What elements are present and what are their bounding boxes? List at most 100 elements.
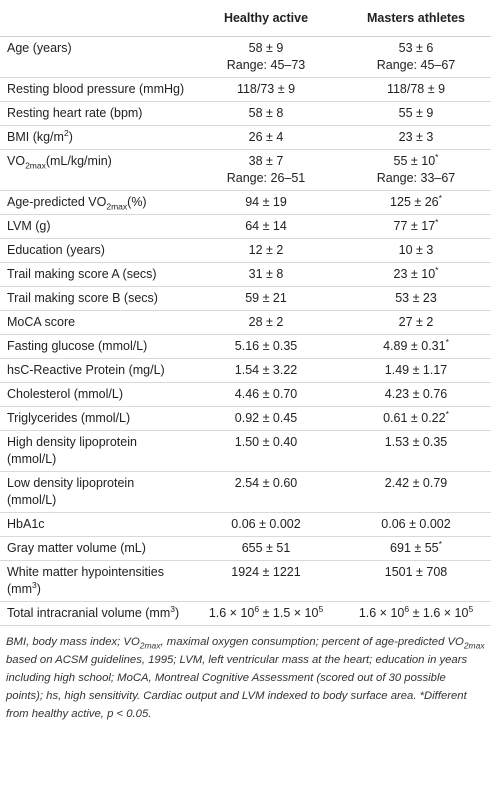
superscript: 5 [468, 603, 474, 614]
value-cell: 4.23 ± 0.76 [341, 382, 491, 407]
superscript: 6 [404, 603, 410, 614]
row-label: Resting heart rate (bpm) [0, 101, 191, 126]
row-label: LVM (g) [0, 214, 191, 239]
superscript: * [445, 336, 449, 347]
value-cell: 1.54 ± 3.22 [191, 358, 341, 383]
value-cell: 0.61 ± 0.22* [341, 406, 491, 431]
table-row: Cholesterol (mmol/L) 4.46 ± 0.70 4.23 ± 0.… [0, 382, 491, 407]
text-run: 1.54 ± 3.22 [234, 363, 298, 377]
cell-line: 1.49 ± 1.17 [347, 362, 485, 379]
text-run: 1.6 × 10 [358, 606, 405, 620]
text-run: 1924 ± 1221 [231, 565, 301, 579]
text-run: 1501 ± 708 [384, 565, 448, 579]
cell-line: 58 ± 9 [197, 40, 335, 57]
text-run: 1.6 × 10 [208, 606, 255, 620]
cell-line: 53 ± 6 [347, 40, 485, 57]
text-run: , maximal oxygen consumption; percent of… [160, 636, 464, 648]
table-row: Age (years) 58 ± 9 Range: 45–73 53 ± 6 Range… [0, 36, 491, 78]
cell-line: 28 ± 2 [197, 314, 335, 331]
text-run: 53 ± 23 [395, 291, 437, 305]
text-run: (mL/kg/min) [45, 154, 112, 168]
text-run: Fasting glucose (mmol/L) [7, 339, 148, 353]
text-run: 23 ± 3 [398, 130, 434, 144]
cell-line: 64 ± 14 [197, 218, 335, 235]
row-label: Trail making score B (secs) [0, 286, 191, 311]
value-cell: 0.06 ± 0.002 [191, 512, 341, 537]
value-cell: 1.6 × 106 ± 1.5 × 105 [191, 601, 341, 626]
row-label: High density lipoprotein (mmol/L) [0, 430, 191, 472]
text-run: ± 1.6 × 10 [409, 606, 469, 620]
cell-line: 1.50 ± 0.40 [197, 434, 335, 451]
cell-line: 4.23 ± 0.76 [347, 386, 485, 403]
cell-line: Range: 26–51 [197, 170, 335, 187]
row-label: Education (years) [0, 238, 191, 263]
superscript: 5 [318, 603, 324, 614]
text-run: 0.06 ± 0.002 [381, 517, 451, 531]
table-row: Resting blood pressure (mmHg) 118/73 ± 9 1… [0, 77, 491, 102]
value-cell: 1501 ± 708 [341, 560, 491, 602]
text-run: 10 ± 3 [398, 243, 434, 257]
text-run: 4.46 ± 0.70 [234, 387, 298, 401]
table-head: Healthy active Masters athletes [0, 0, 491, 37]
text-run: Low density lipoprotein (mmol/L) [7, 476, 135, 507]
cell-line: 655 ± 51 [197, 540, 335, 557]
cell-line: 2.42 ± 0.79 [347, 475, 485, 492]
superscript: * [435, 151, 439, 162]
value-cell: 26 ± 4 [191, 125, 341, 150]
value-cell: 27 ± 2 [341, 310, 491, 335]
text-run: LVM (g) [7, 219, 51, 233]
value-cell: 64 ± 14 [191, 214, 341, 239]
value-cell: 118/73 ± 9 [191, 77, 341, 102]
text-run: Total intracranial volume (mm [7, 606, 171, 620]
value-cell: 28 ± 2 [191, 310, 341, 335]
table-row: Education (years) 12 ± 2 10 ± 3 [0, 238, 491, 263]
value-cell: 1.50 ± 0.40 [191, 430, 341, 472]
value-cell: 1.49 ± 1.17 [341, 358, 491, 383]
text-run: 64 ± 14 [245, 219, 287, 233]
cell-line: 38 ± 7 [197, 153, 335, 170]
value-cell: 31 ± 8 [191, 262, 341, 287]
value-cell: 58 ± 8 [191, 101, 341, 126]
table-row: Age-predicted VO2max(%) 94 ± 19 125 ± 26* [0, 190, 491, 215]
text-run: ) [174, 606, 180, 620]
subscript: 2max [139, 640, 161, 651]
text-run: 31 ± 8 [248, 267, 284, 281]
text-run: White matter hypointensities (mm [7, 565, 165, 596]
row-label: Low density lipoprotein (mmol/L) [0, 471, 191, 513]
cell-line: 55 ± 9 [347, 105, 485, 122]
text-run: 55 ± 9 [398, 106, 434, 120]
text-run: BMI (kg/m [7, 130, 64, 144]
text-run: Range: 26–51 [226, 171, 306, 185]
table-row: Gray matter volume (mL) 655 ± 51 691 ± 55* [0, 536, 491, 561]
value-cell: 4.89 ± 0.31* [341, 334, 491, 359]
text-run: Resting heart rate (bpm) [7, 106, 143, 120]
cell-line: 0.06 ± 0.002 [197, 516, 335, 533]
row-label: Age-predicted VO2max(%) [0, 190, 191, 215]
cell-line: 1.6 × 106 ± 1.6 × 105 [347, 605, 485, 622]
row-label: Trail making score A (secs) [0, 262, 191, 287]
value-cell: 125 ± 26* [341, 190, 491, 215]
cell-line: 118/73 ± 9 [197, 81, 335, 98]
text-run: 1.53 ± 0.35 [384, 435, 448, 449]
cell-line: 0.06 ± 0.002 [347, 516, 485, 533]
cell-line: Range: 45–73 [197, 57, 335, 74]
table-row: Resting heart rate (bpm) 58 ± 8 55 ± 9 [0, 101, 491, 126]
cell-line: 27 ± 2 [347, 314, 485, 331]
text-run: 691 ± 55 [390, 541, 439, 555]
cell-line: 1501 ± 708 [347, 564, 485, 581]
value-cell: 38 ± 7 Range: 26–51 [191, 149, 341, 191]
table-row: White matter hypointensities (mm3) 1924 ±… [0, 560, 491, 602]
text-run: 655 ± 51 [241, 541, 291, 555]
cell-line: 55 ± 10* [347, 153, 485, 170]
table-row: BMI (kg/m2) 26 ± 4 23 ± 3 [0, 125, 491, 150]
text-run: BMI, body mass index; VO [6, 636, 140, 648]
cell-line: 2.54 ± 0.60 [197, 475, 335, 492]
text-run: Gray matter volume (mL) [7, 541, 146, 555]
row-label: Age (years) [0, 36, 191, 78]
table-row: MoCA score 28 ± 2 27 ± 2 [0, 310, 491, 335]
superscript: * [438, 192, 442, 203]
text-run: Cholesterol (mmol/L) [7, 387, 124, 401]
table-row: Total intracranial volume (mm3) 1.6 × 106… [0, 601, 491, 626]
subscript: 2max [106, 201, 128, 212]
